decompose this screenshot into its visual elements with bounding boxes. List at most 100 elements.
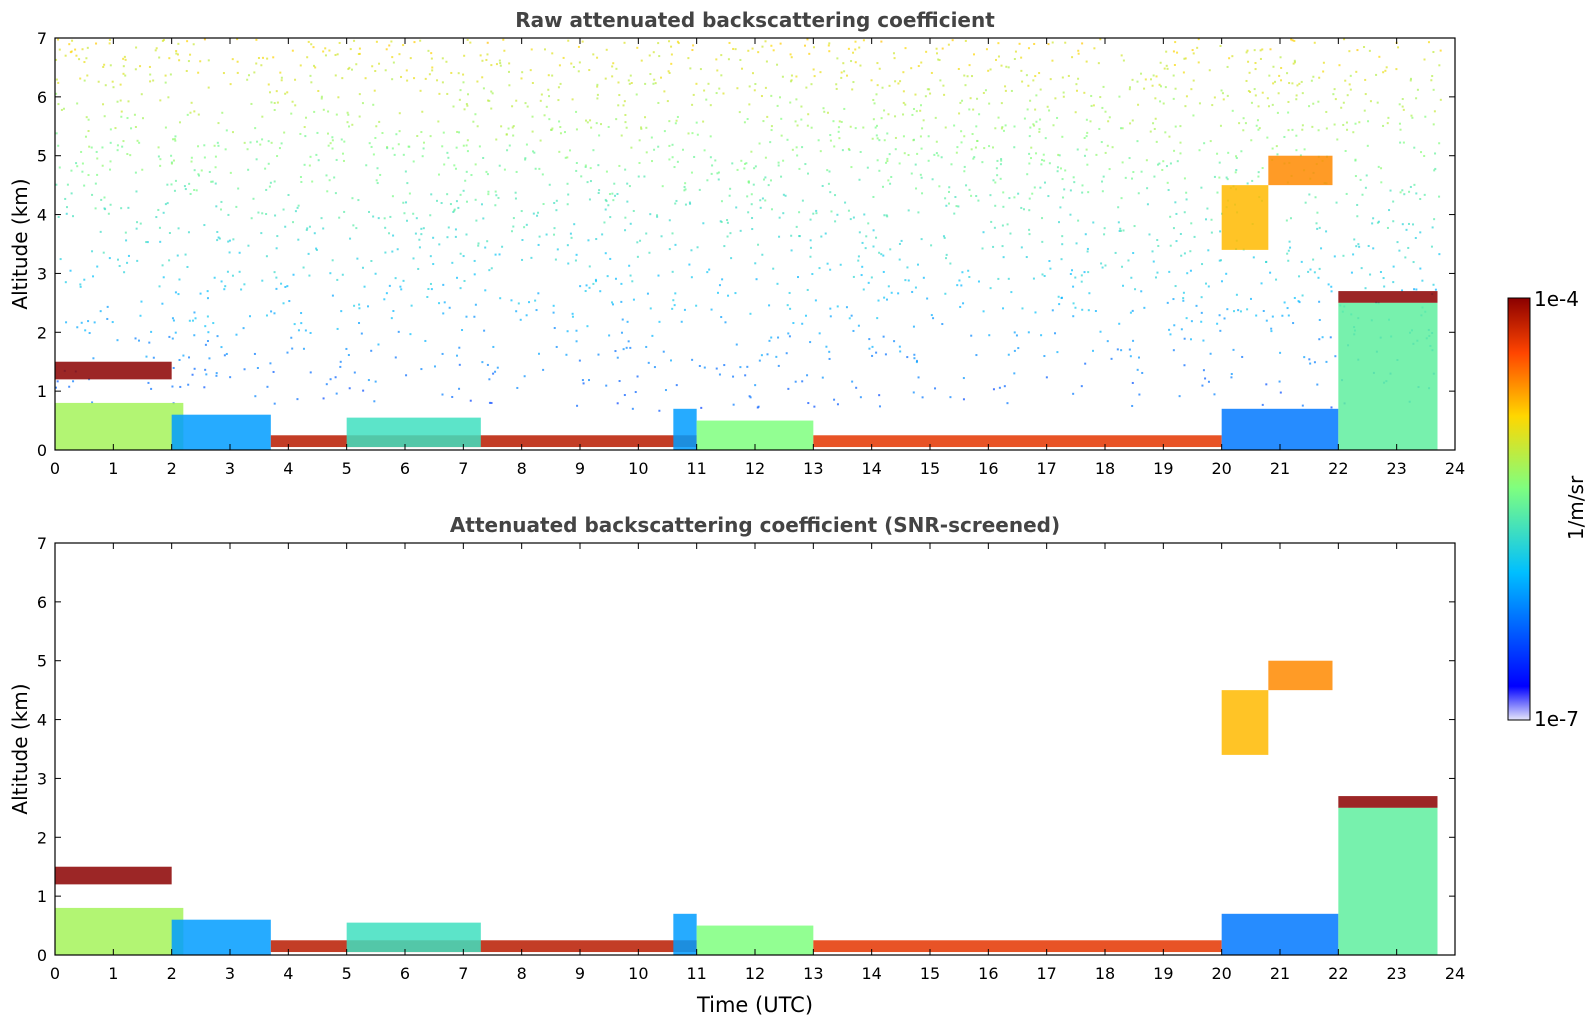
noise-dot	[368, 142, 371, 145]
noise-dot	[709, 135, 712, 138]
noise-dot	[1151, 84, 1154, 87]
noise-dot	[862, 39, 865, 42]
noise-dot	[521, 238, 524, 241]
noise-dot	[692, 93, 695, 96]
noise-dot	[238, 270, 241, 273]
noise-dot	[375, 125, 378, 128]
noise-dot	[58, 48, 61, 51]
noise-dot	[413, 77, 416, 80]
noise-dot	[970, 334, 973, 337]
noise-dot	[1152, 74, 1155, 77]
noise-dot	[1166, 181, 1169, 184]
noise-dot	[228, 251, 231, 254]
noise-dot	[1353, 238, 1356, 241]
noise-dot	[70, 169, 73, 172]
noise-dot	[1064, 41, 1067, 44]
noise-dot	[516, 386, 519, 389]
noise-dot	[348, 387, 351, 390]
noise-dot	[169, 73, 172, 76]
noise-dot	[718, 284, 721, 287]
noise-dot	[141, 117, 144, 120]
noise-dot	[447, 226, 450, 229]
noise-dot	[823, 110, 826, 113]
noise-dot	[1267, 105, 1270, 108]
noise-dot	[1179, 232, 1182, 235]
noise-dot	[1033, 42, 1036, 45]
noise-dot	[1005, 65, 1008, 68]
noise-dot	[840, 120, 843, 123]
noise-dot	[536, 214, 539, 217]
noise-dot	[1330, 290, 1333, 293]
noise-dot	[228, 239, 231, 242]
heatmap-feature	[171, 919, 271, 955]
noise-dot	[919, 135, 922, 138]
x-tick-label: 15	[920, 964, 940, 983]
noise-dot	[885, 161, 888, 164]
noise-dot	[748, 103, 751, 106]
noise-dot	[537, 211, 540, 214]
noise-dot	[812, 68, 815, 71]
noise-dot	[589, 119, 592, 122]
noise-dot	[1245, 51, 1248, 54]
noise-dot	[1255, 124, 1258, 127]
noise-dot	[240, 288, 243, 291]
noise-dot	[1059, 206, 1062, 209]
noise-dot	[462, 73, 465, 76]
noise-dot	[211, 180, 214, 183]
noise-dot	[457, 206, 460, 209]
noise-dot	[269, 362, 272, 365]
noise-dot	[810, 83, 813, 86]
noise-dot	[638, 139, 641, 142]
x-tick-label: 11	[686, 459, 706, 478]
x-tick-label: 10	[628, 964, 648, 983]
noise-dot	[203, 386, 206, 389]
noise-dot	[1190, 320, 1193, 323]
noise-dot	[424, 339, 427, 342]
noise-dot	[1246, 49, 1249, 52]
noise-dot	[183, 185, 186, 188]
noise-dot	[782, 212, 785, 215]
noise-dot	[555, 345, 558, 348]
noise-dot	[635, 93, 638, 96]
noise-dot	[1051, 59, 1054, 62]
noise-dot	[720, 54, 723, 57]
noise-dot	[1159, 85, 1162, 88]
noise-dot	[1134, 288, 1137, 291]
noise-dot	[520, 210, 523, 213]
noise-dot	[355, 227, 358, 230]
noise-dot	[377, 343, 380, 346]
noise-dot	[391, 195, 394, 198]
noise-dot	[758, 359, 761, 362]
noise-dot	[596, 97, 599, 100]
noise-dot	[441, 145, 444, 148]
noise-dot	[1415, 288, 1418, 291]
noise-dot	[826, 111, 829, 114]
noise-dot	[158, 226, 161, 229]
noise-dot	[670, 62, 673, 65]
noise-dot	[745, 162, 748, 165]
noise-dot	[751, 217, 754, 220]
noise-dot	[859, 64, 862, 67]
noise-dot	[292, 221, 295, 224]
noise-dot	[592, 149, 595, 152]
noise-dot	[894, 136, 897, 139]
noise-dot	[1247, 89, 1250, 92]
noise-dot	[358, 47, 361, 50]
noise-dot	[912, 138, 915, 141]
noise-dot	[454, 235, 457, 238]
noise-dot	[699, 68, 702, 71]
noise-dot	[464, 179, 467, 182]
noise-dot	[553, 201, 556, 204]
noise-dot	[868, 338, 871, 341]
noise-dot	[764, 40, 767, 43]
noise-dot	[1269, 271, 1272, 274]
noise-dot	[1154, 117, 1157, 120]
noise-dot	[168, 232, 171, 235]
noise-dot	[312, 46, 315, 49]
noise-dot	[695, 304, 698, 307]
noise-dot	[220, 200, 223, 203]
noise-dot	[1104, 264, 1107, 267]
noise-dot	[1287, 249, 1290, 252]
noise-dot	[325, 383, 328, 386]
noise-dot	[726, 219, 729, 222]
